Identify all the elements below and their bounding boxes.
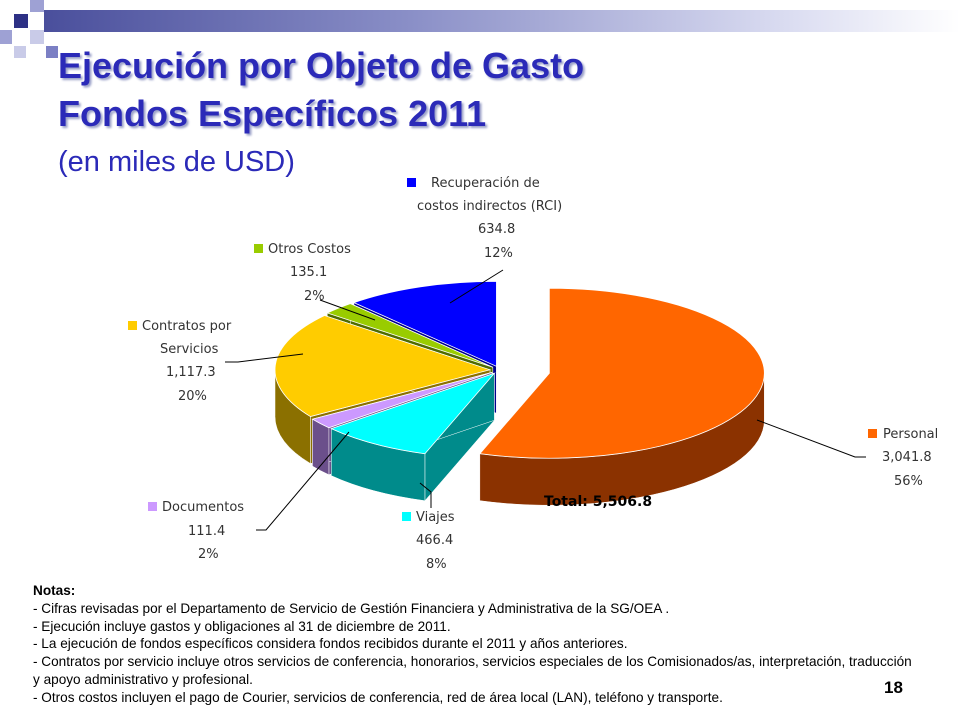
label-personal-pct: 56% bbox=[894, 474, 923, 489]
corner-square-dark bbox=[14, 14, 28, 28]
slice-side-documentos-0 bbox=[312, 418, 330, 476]
note-item: - Ejecución incluye gastos y obligacione… bbox=[33, 618, 451, 634]
label-documentos-name: Documentos bbox=[162, 500, 244, 515]
label-otros-pct: 2% bbox=[304, 289, 325, 304]
label-rci-value: 634.8 bbox=[478, 222, 515, 237]
legend-swatch-otros bbox=[254, 244, 263, 253]
label-rci-name-2: costos indirectos (RCI) bbox=[417, 199, 562, 214]
slice-top-otros-costos bbox=[326, 303, 493, 368]
label-rci-name-1: Recuperación de bbox=[431, 176, 540, 191]
slice-top-recuperacion-de-costos-indirectos-rci bbox=[352, 280, 497, 367]
label-documentos-pct: 2% bbox=[198, 547, 219, 562]
pie-slices bbox=[274, 280, 765, 506]
note-item: - Contratos por servicio incluye otros s… bbox=[33, 654, 912, 687]
corner-square-light bbox=[30, 30, 44, 44]
label-documentos-value: 111.4 bbox=[188, 524, 225, 539]
slice-top-documentos bbox=[311, 371, 493, 429]
leader-line-documentos bbox=[256, 431, 350, 531]
corner-square-mid bbox=[0, 30, 12, 44]
note-item: - La ejecución de fondos específicos con… bbox=[33, 636, 628, 652]
notes-block: Notas: - Cifras revisadas por el Departa… bbox=[33, 582, 913, 707]
slice-top-viajes bbox=[330, 372, 496, 455]
leader-line-contratos bbox=[225, 353, 304, 363]
legend-swatch-documentos bbox=[148, 502, 157, 511]
notes-heading: Notas: bbox=[33, 583, 76, 598]
label-contratos-name-1: Contratos por bbox=[142, 319, 232, 334]
title-line-2: Fondos Específicos 2011 bbox=[58, 93, 487, 134]
corner-square-mid bbox=[30, 0, 44, 12]
note-item: - Otros costos incluyen el pago de Couri… bbox=[33, 689, 723, 705]
label-contratos-pct: 20% bbox=[178, 389, 207, 404]
title-line-1: Ejecución por Objeto de Gasto bbox=[58, 45, 585, 86]
legend-swatch-viajes bbox=[402, 512, 411, 521]
chart-total: Total: 5,506.8 bbox=[544, 494, 652, 510]
page-title: Ejecución por Objeto de Gasto Fondos Esp… bbox=[58, 42, 584, 138]
leader-lines bbox=[225, 269, 866, 531]
slice-top-contratos-por-servicios bbox=[274, 315, 492, 417]
leader-line-personal bbox=[756, 419, 866, 458]
label-otros-name: Otros Costos bbox=[268, 242, 351, 257]
corner-square-light bbox=[14, 46, 26, 58]
leader-line-otros bbox=[319, 299, 376, 321]
label-contratos-value: 1,117.3 bbox=[166, 365, 216, 380]
leader-line-rci bbox=[449, 269, 504, 304]
page-number: 18 bbox=[884, 678, 903, 697]
legend-swatch-rci bbox=[407, 178, 416, 187]
header-gradient-bar bbox=[44, 10, 960, 32]
slice-top-personal bbox=[479, 287, 765, 459]
legend-swatch-contratos bbox=[128, 321, 137, 330]
label-viajes-name: Viajes bbox=[416, 510, 455, 525]
label-contratos-name-2: Servicios bbox=[160, 342, 219, 357]
label-otros-value: 135.1 bbox=[290, 265, 327, 280]
leader-line-viajes bbox=[419, 482, 432, 508]
label-personal-name: Personal bbox=[883, 427, 938, 442]
label-personal-value: 3,041.8 bbox=[882, 450, 932, 465]
label-rci-pct: 12% bbox=[484, 246, 513, 261]
label-viajes-value: 466.4 bbox=[416, 533, 453, 548]
label-viajes-pct: 8% bbox=[426, 557, 447, 572]
corner-square-mid bbox=[46, 46, 58, 58]
note-item: - Cifras revisadas por el Departamento d… bbox=[33, 600, 670, 616]
page-subtitle: (en miles de USD) bbox=[58, 146, 295, 178]
legend-swatch-personal bbox=[868, 429, 877, 438]
